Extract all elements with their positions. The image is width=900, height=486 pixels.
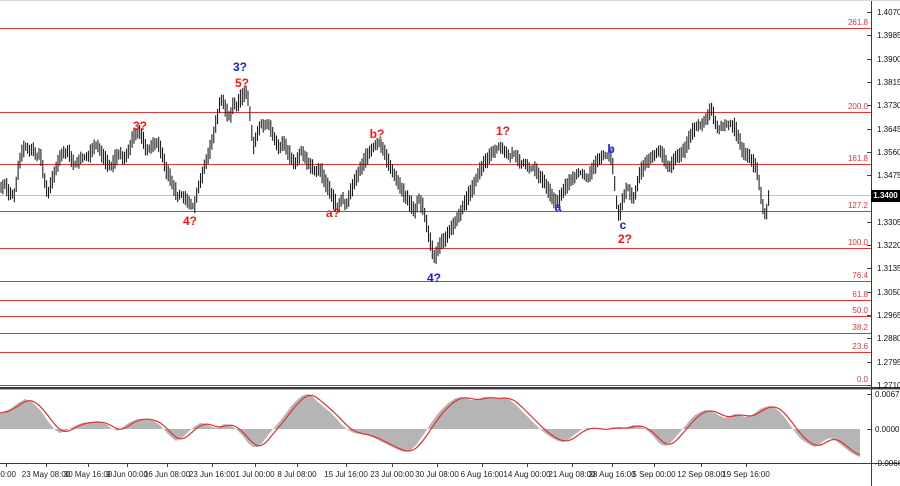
time-axis-label: 5 Sep 00:00 (632, 470, 676, 479)
time-axis-label: 16 Jun 08:00 (143, 470, 191, 479)
fib-level-label-100.0: 100.0 (847, 238, 868, 247)
oscillator-axis-label: 0.00678 (875, 390, 900, 399)
price-tick-label-1.3900: 1.3900 (877, 55, 900, 64)
price-tick-label-1.4070: 1.4070 (877, 8, 900, 17)
time-axis-label: 28 Aug 16:00 (588, 470, 636, 479)
wave-label-4q-7: 4? (426, 271, 442, 285)
price-tick-label-1.2795: 1.2795 (877, 358, 900, 367)
price-tick-label-1.3305: 1.3305 (877, 218, 900, 227)
wave-label-1q-6: 1? (495, 124, 511, 138)
fib-level-label-38.2: 38.2 (852, 323, 868, 332)
time-axis-label: 23 Jul 00:00 (370, 470, 414, 479)
price-tick-label-1.3985: 1.3985 (877, 31, 900, 40)
panel-separator (0, 387, 900, 390)
oscillator-axis-label: -0.00668 (875, 459, 900, 468)
time-axis-label: 19 Sep 16:00 (722, 470, 770, 479)
price-tick-label-1.3135: 1.3135 (877, 264, 900, 273)
time-axis-label: 14 Aug 00:00 (503, 470, 551, 479)
price-tick-label-1.3475: 1.3475 (877, 171, 900, 180)
price-tick-label-1.3645: 1.3645 (877, 125, 900, 134)
oscillator-axis-label: 0.0000 (875, 425, 900, 434)
fib-level-label-0.0: 0.0 (856, 375, 868, 384)
fib-level-label-23.6: 23.6 (852, 342, 868, 351)
wave-label-5q-1: 5? (234, 76, 250, 90)
time-axis-label: 9 Jun 00:00 (106, 470, 148, 479)
current-price-box: 1.3400 (871, 190, 900, 202)
fib-level-label-261.8: 261.8 (847, 18, 868, 27)
time-axis-label: 8 Jul 08:00 (277, 470, 317, 479)
price-bars-series (0, 85, 770, 264)
wave-label-3q-0: 3? (232, 60, 248, 74)
price-tick-label-1.3050: 1.3050 (877, 288, 900, 297)
time-axis-label: 30 May 16:00 (63, 470, 113, 479)
wave-label-b-9: b (607, 142, 615, 156)
fib-level-label-161.8: 161.8 (847, 154, 868, 163)
time-axis-label: 1 Jul 00:00 (235, 470, 275, 479)
time-axis-label: 6 Aug 16:00 (460, 470, 504, 479)
time-axis-label: 00:00 (0, 470, 17, 479)
price-tick-label-1.2965: 1.2965 (877, 311, 900, 320)
price-tick-label-1.3220: 1.3220 (877, 241, 900, 250)
wave-label-a-8: a (554, 200, 562, 214)
time-axis-label: 15 Jul 16:00 (324, 470, 368, 479)
fib-level-label-50.0: 50.0 (852, 306, 868, 315)
oscillator-signal-line (0, 394, 861, 456)
wave-label-aq-4: a? (325, 206, 341, 220)
price-tick-label-1.2710: 1.2710 (877, 381, 900, 390)
time-axis-label: 12 Sep 08:00 (677, 470, 725, 479)
wave-label-4q-3: 4? (182, 214, 198, 228)
time-axis-label: 30 Jul 08:00 (415, 470, 459, 479)
fib-level-label-127.2: 127.2 (847, 201, 868, 210)
current-price-value: 1.3400 (873, 191, 898, 200)
fib-level-label-76.4: 76.4 (852, 271, 868, 280)
price-tick-label-1.3560: 1.3560 (877, 148, 900, 157)
oscillator-histogram-area (0, 394, 860, 457)
time-axis-label: 23 Jun 16:00 (188, 470, 236, 479)
time-axis-label: 21 Aug 08:00 (548, 470, 596, 479)
wave-label-bq-5: b? (369, 127, 385, 141)
fib-level-label-200.0: 200.0 (847, 102, 868, 111)
wave-label-2q-11: 2? (617, 232, 633, 246)
time-axis-label: 23 May 08:00 (21, 470, 71, 479)
price-tick-label-1.3815: 1.3815 (877, 78, 900, 87)
wave-label-c-10: c (619, 218, 627, 232)
fib-level-label-61.8: 61.8 (852, 290, 868, 299)
wave-label-3q-2: 3? (132, 119, 148, 133)
price-tick-label-1.3730: 1.3730 (877, 101, 900, 110)
price-tick-label-1.2880: 1.2880 (877, 334, 900, 343)
